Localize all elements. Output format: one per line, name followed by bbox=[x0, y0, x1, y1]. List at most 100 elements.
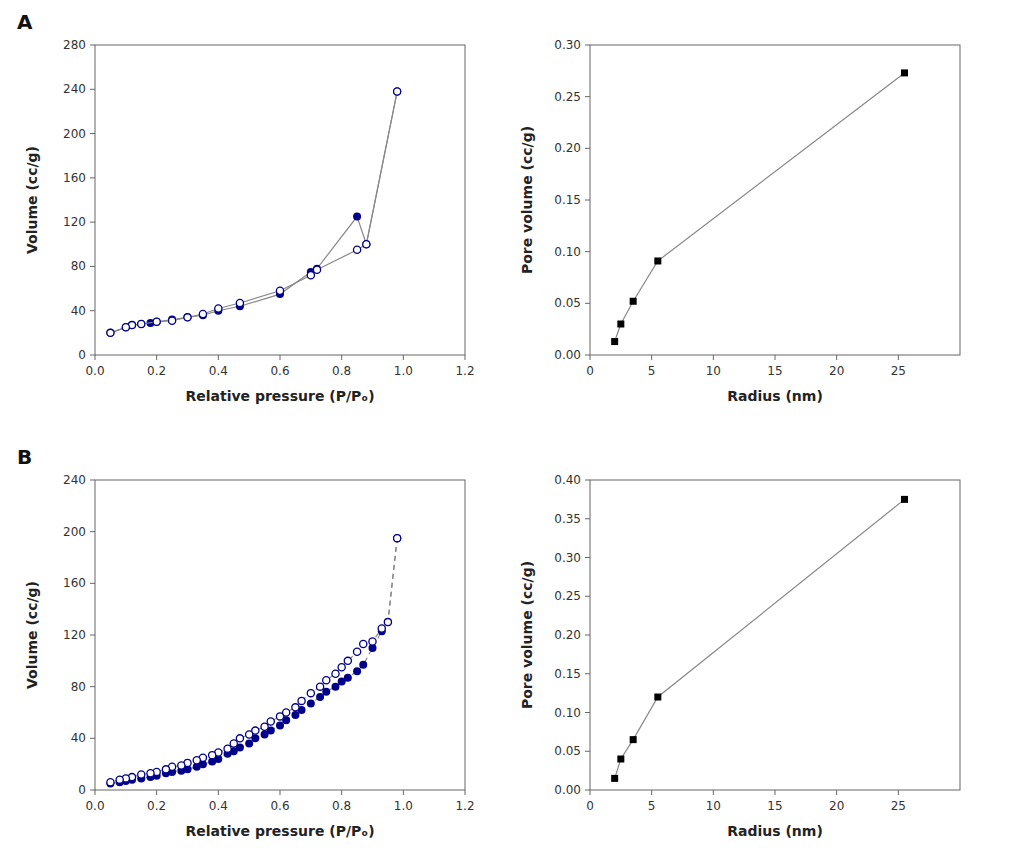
point bbox=[360, 640, 367, 647]
y-tick-label: 40 bbox=[71, 731, 86, 745]
point bbox=[307, 699, 315, 707]
panel: 0.00.20.40.60.81.01.204080120160200240Re… bbox=[17, 445, 475, 839]
y-tick-label: 0 bbox=[78, 348, 86, 362]
point bbox=[267, 718, 274, 725]
point bbox=[384, 618, 392, 626]
point bbox=[344, 674, 352, 682]
y-tick bbox=[585, 712, 590, 713]
y-tick-label: 0.05 bbox=[554, 744, 581, 758]
y-tick bbox=[90, 89, 95, 90]
point bbox=[617, 321, 624, 328]
x-tick bbox=[651, 355, 652, 360]
x-tick-label: 0.2 bbox=[147, 799, 166, 813]
point bbox=[153, 318, 160, 325]
y-tick-label: 0.25 bbox=[554, 589, 581, 603]
y-axis-label: Volume (cc/g) bbox=[24, 146, 40, 254]
y-tick bbox=[585, 596, 590, 597]
point bbox=[236, 735, 243, 742]
point bbox=[106, 780, 114, 788]
y-tick-label: 0.20 bbox=[554, 141, 581, 155]
point bbox=[316, 683, 323, 690]
point bbox=[147, 770, 154, 777]
point bbox=[122, 323, 130, 331]
series-line bbox=[110, 538, 397, 783]
x-axis-label: Relative pressure (P/Pₒ) bbox=[185, 823, 374, 839]
y-tick-label: 160 bbox=[63, 576, 86, 590]
y-tick-label: 0.20 bbox=[554, 628, 581, 642]
y-tick bbox=[585, 673, 590, 674]
point bbox=[153, 318, 161, 326]
point bbox=[137, 320, 145, 328]
point bbox=[193, 757, 200, 764]
point bbox=[332, 683, 340, 691]
point bbox=[116, 776, 123, 783]
y-tick-label: 0.00 bbox=[554, 348, 581, 362]
panel: 0.00.20.40.60.81.01.20408012016020024028… bbox=[17, 10, 475, 404]
point bbox=[276, 287, 283, 294]
point bbox=[901, 69, 908, 76]
x-tick bbox=[590, 790, 591, 795]
point bbox=[291, 711, 299, 719]
panel: 05101520250.000.050.100.150.200.250.30Ra… bbox=[519, 38, 960, 404]
x-tick bbox=[713, 355, 714, 360]
x-tick bbox=[898, 355, 899, 360]
plot-area bbox=[106, 534, 401, 787]
plot-frame bbox=[590, 45, 960, 355]
x-axis-label: Relative pressure (P/Pₒ) bbox=[185, 388, 374, 404]
x-tick-label: 5 bbox=[648, 799, 656, 813]
x-tick-label: 25 bbox=[891, 799, 906, 813]
panel-label: B bbox=[17, 445, 32, 469]
point bbox=[901, 496, 908, 503]
point bbox=[394, 535, 401, 542]
point bbox=[384, 618, 391, 625]
plot-area bbox=[611, 69, 908, 345]
x-tick bbox=[836, 355, 837, 360]
x-tick bbox=[713, 790, 714, 795]
y-tick-label: 240 bbox=[63, 473, 86, 487]
x-tick bbox=[836, 790, 837, 795]
x-tick-label: 1.0 bbox=[394, 364, 413, 378]
x-tick bbox=[156, 355, 157, 360]
x-tick bbox=[280, 355, 281, 360]
x-tick-label: 1.2 bbox=[455, 364, 474, 378]
y-tick-label: 0.30 bbox=[554, 38, 581, 52]
x-tick-label: 15 bbox=[767, 799, 782, 813]
y-tick bbox=[90, 531, 95, 532]
y-tick-label: 80 bbox=[71, 259, 86, 273]
y-tick-label: 120 bbox=[63, 628, 86, 642]
point bbox=[107, 779, 114, 786]
point bbox=[362, 240, 370, 248]
point bbox=[199, 310, 206, 317]
y-tick bbox=[90, 266, 95, 267]
y-tick-label: 240 bbox=[63, 82, 86, 96]
plot-frame bbox=[95, 480, 465, 790]
y-tick-label: 0 bbox=[78, 783, 86, 797]
x-tick-label: 0.6 bbox=[270, 364, 289, 378]
series-line bbox=[615, 73, 905, 342]
x-tick bbox=[280, 790, 281, 795]
y-tick bbox=[585, 355, 590, 356]
x-tick-label: 0.0 bbox=[85, 799, 104, 813]
y-tick-label: 200 bbox=[63, 525, 86, 539]
panel: 05101520250.000.050.100.150.200.250.300.… bbox=[519, 473, 960, 839]
x-tick bbox=[341, 790, 342, 795]
point bbox=[654, 257, 661, 264]
x-tick bbox=[775, 790, 776, 795]
x-tick-label: 0.8 bbox=[332, 799, 351, 813]
y-tick bbox=[90, 790, 95, 791]
y-tick bbox=[90, 45, 95, 46]
point bbox=[307, 690, 314, 697]
point bbox=[353, 648, 360, 655]
point bbox=[363, 241, 370, 248]
y-tick bbox=[585, 96, 590, 97]
point bbox=[307, 272, 314, 279]
y-tick-label: 0.30 bbox=[554, 551, 581, 565]
y-tick bbox=[585, 45, 590, 46]
x-tick-label: 20 bbox=[829, 799, 844, 813]
x-axis-label: Radius (nm) bbox=[727, 823, 823, 839]
x-tick-label: 0.0 bbox=[85, 364, 104, 378]
point bbox=[178, 762, 185, 769]
x-tick-label: 15 bbox=[767, 364, 782, 378]
point bbox=[313, 265, 321, 273]
x-tick bbox=[898, 790, 899, 795]
